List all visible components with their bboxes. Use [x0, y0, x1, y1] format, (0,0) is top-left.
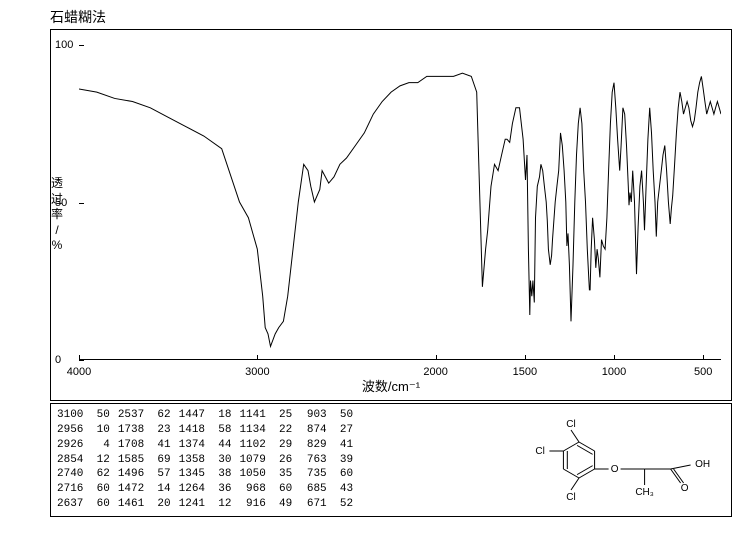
- y-tick: 0: [55, 354, 61, 366]
- svg-text:OH: OH: [695, 459, 710, 470]
- x-tick: 2000: [423, 366, 447, 378]
- x-tick: 1000: [602, 366, 626, 378]
- svg-text:O: O: [610, 464, 618, 475]
- x-tick: 4000: [67, 366, 91, 378]
- chart-title: 石蜡糊法: [50, 7, 743, 27]
- x-tick: 3000: [245, 366, 269, 378]
- y-tick: 100: [55, 39, 73, 51]
- peak-column: 1141 25 1134 22 1102 29 1079 26 1050 35 …: [239, 408, 292, 512]
- peak-column: 903 50 874 27 829 41 763 39 735 60 685 4…: [300, 408, 353, 512]
- svg-text:CH₃: CH₃: [635, 487, 654, 498]
- x-tick: 500: [694, 366, 712, 378]
- peak-column: 2537 62 1738 23 1708 41 1585 69 1496 57 …: [118, 408, 171, 512]
- svg-text:Cl: Cl: [566, 419, 575, 430]
- svg-text:O: O: [680, 483, 688, 494]
- molecular-structure: Cl Cl Cl O CH₃ O OH: [516, 404, 731, 516]
- svg-text:Cl: Cl: [535, 446, 544, 457]
- spectrum-chart: 透过率/% 波数/cm⁻¹ 4000 3000 2000 1500 1000 500 0 50…: [50, 29, 732, 401]
- peak-column: 3100 50 2956 10 2926 4 2854 12 2740 62 2…: [57, 408, 110, 512]
- plot-area: [79, 45, 721, 360]
- peak-column: 1447 18 1418 58 1374 44 1358 30 1345 38 …: [179, 408, 232, 512]
- svg-text:Cl: Cl: [566, 492, 575, 503]
- y-axis-label: 透过率/%: [51, 176, 63, 254]
- x-axis-label: 波数/cm⁻¹: [362, 376, 420, 395]
- peak-table: 3100 50 2956 10 2926 4 2854 12 2740 62 2…: [51, 404, 516, 516]
- x-tick: 1500: [513, 366, 537, 378]
- bottom-panel: 3100 50 2956 10 2926 4 2854 12 2740 62 2…: [50, 403, 732, 517]
- y-tick: 50: [55, 197, 67, 209]
